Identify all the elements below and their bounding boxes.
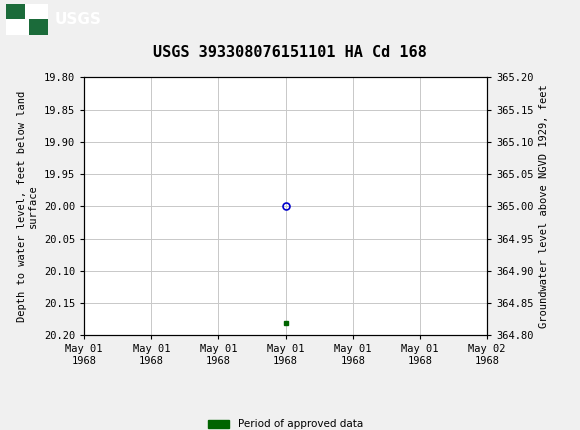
Y-axis label: Groundwater level above NGVD 1929, feet: Groundwater level above NGVD 1929, feet (539, 85, 549, 328)
Bar (29, 19, 48, 35)
Text: USGS: USGS (55, 12, 102, 27)
Y-axis label: Depth to water level, feet below land
surface: Depth to water level, feet below land su… (17, 91, 38, 322)
Text: USGS 393308076151101 HA Cd 168: USGS 393308076151101 HA Cd 168 (153, 45, 427, 60)
Bar (6, 4, 24, 19)
Bar (6, 4, 48, 35)
Legend: Period of approved data: Period of approved data (204, 415, 367, 430)
